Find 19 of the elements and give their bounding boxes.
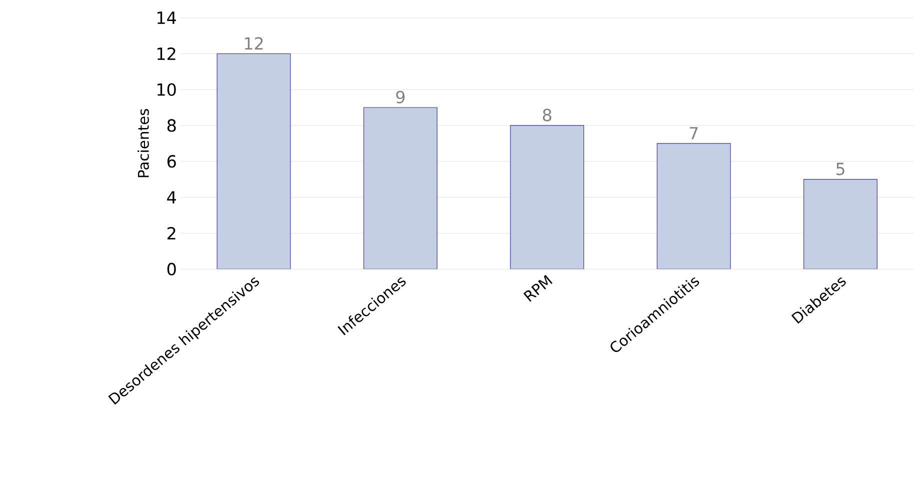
y-tick-label: 8 (167, 119, 176, 132)
y-tick-label: 2 (168, 227, 176, 240)
bar (803, 179, 878, 270)
data-label: 5 (836, 162, 844, 176)
data-label: 7 (690, 127, 698, 140)
bar (216, 53, 291, 270)
y-tick-label: 10 (158, 83, 176, 96)
data-label: 9 (396, 90, 405, 104)
y-tick-label: 14 (158, 12, 176, 24)
bar (656, 143, 731, 270)
bar (363, 107, 438, 270)
y-tick-label: 12 (158, 48, 176, 60)
data-label: 12 (244, 37, 263, 50)
bar (510, 125, 584, 270)
data-label: 8 (542, 108, 552, 122)
y-tick-label: 0 (167, 262, 176, 276)
y-axis-title: Pacientes (138, 109, 149, 178)
y-tick-label: 4 (167, 191, 176, 204)
y-tick-label: 6 (167, 155, 176, 168)
